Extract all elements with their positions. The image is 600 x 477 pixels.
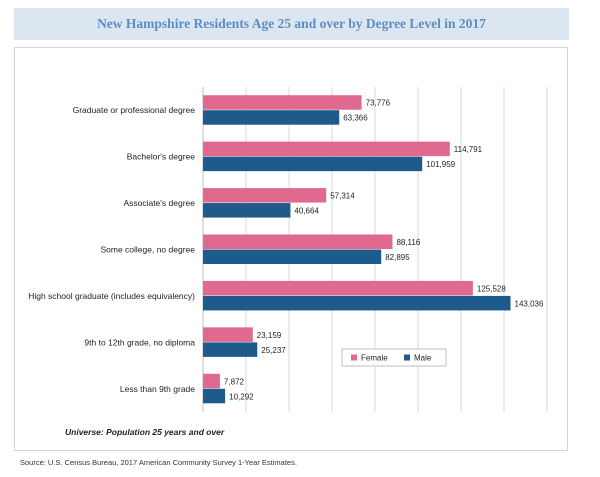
- category-label: Less than 9th grade: [120, 384, 195, 394]
- data-label-male: 40,664: [294, 207, 319, 216]
- bar-male: [203, 156, 423, 172]
- data-label-male: 82,895: [385, 253, 410, 262]
- bar-female: [203, 234, 393, 249]
- bar-female: [203, 141, 450, 157]
- data-label-female: 7,872: [224, 377, 245, 386]
- data-label-female: 57,314: [330, 192, 355, 201]
- bar-female: [203, 280, 473, 296]
- data-label-male: 63,366: [343, 114, 368, 123]
- chart-title: New Hampshire Residents Age 25 and over …: [97, 16, 486, 31]
- chart-panel: [14, 47, 568, 451]
- category-label: Associate's degree: [123, 198, 195, 208]
- bar-male: [203, 295, 511, 311]
- data-label-male: 101,959: [426, 160, 455, 169]
- universe-note: Universe: Population 25 years and over: [65, 427, 225, 437]
- category-label: 9th to 12th grade, no diploma: [84, 337, 195, 347]
- bar-male: [203, 110, 340, 125]
- source-note: Source: U.S. Census Bureau, 2017 America…: [20, 458, 297, 467]
- data-label-female: 114,791: [454, 145, 483, 154]
- bar-male: [203, 388, 226, 404]
- data-label-female: 23,159: [257, 331, 282, 340]
- data-label-female: 73,776: [366, 99, 391, 108]
- bar-male: [203, 203, 291, 218]
- data-label-female: 88,116: [396, 238, 420, 247]
- legend-label-female: Female: [361, 354, 388, 363]
- bar-male: [203, 342, 258, 357]
- category-label: High school graduate (includes equivalen…: [28, 291, 195, 301]
- bar-female: [203, 327, 253, 342]
- category-label: Graduate or professional degree: [73, 105, 196, 115]
- legend-box: [341, 348, 447, 367]
- chart-title-bar: New Hampshire Residents Age 25 and over …: [14, 8, 569, 40]
- data-label-male: 143,036: [515, 299, 544, 308]
- data-label-male: 10,292: [229, 392, 254, 401]
- legend-label-male: Male: [414, 354, 432, 363]
- bar-female: [203, 373, 220, 389]
- data-label-male: 25,237: [261, 346, 286, 355]
- bar-female: [203, 188, 327, 203]
- legend-swatch-male: [404, 354, 410, 361]
- category-label: Some college, no degree: [100, 245, 195, 255]
- bar-male: [203, 249, 382, 264]
- category-label: Bachelor's degree: [127, 152, 196, 162]
- bar-female: [203, 95, 362, 110]
- legend-swatch-female: [351, 354, 357, 361]
- data-label-female: 125,528: [477, 284, 506, 293]
